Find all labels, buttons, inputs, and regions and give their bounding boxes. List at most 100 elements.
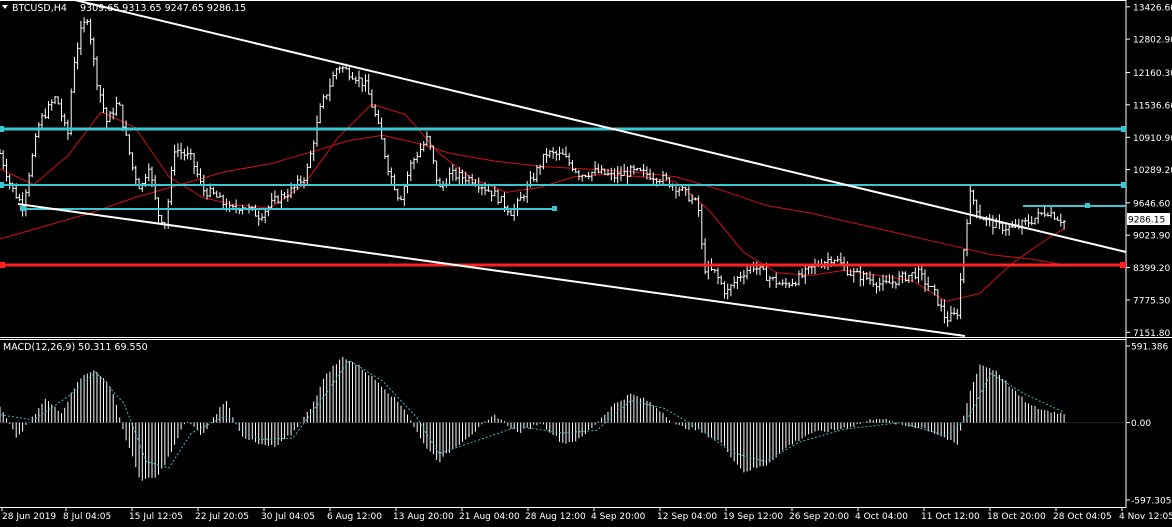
price-bar (163, 221, 167, 230)
segment-handle[interactable] (1085, 203, 1090, 208)
horizontal-levels[interactable] (0, 126, 1126, 268)
price-bar (451, 164, 455, 181)
time-tick-label: 12 Sep 04:00 (657, 512, 717, 522)
price-bar (34, 133, 38, 158)
price-bar (719, 275, 723, 285)
price-bar (930, 285, 933, 287)
time-tick-label: 18 Oct 20:00 (987, 512, 1046, 522)
price-bar (994, 217, 998, 229)
time-tick-label: 30 Jul 04:05 (261, 512, 315, 522)
price-bar (839, 252, 843, 264)
price-bar (820, 258, 823, 269)
segment-handle-right[interactable] (552, 206, 557, 211)
price-bar (561, 148, 565, 155)
price-bar (234, 199, 238, 214)
price-bar (661, 170, 665, 186)
price-bar (810, 266, 814, 274)
price-bar (729, 284, 733, 297)
price-bar (260, 213, 264, 222)
price-bar (955, 308, 959, 320)
price-bar (567, 153, 571, 166)
price-bar (1, 150, 5, 170)
trend-channel[interactable] (17, 0, 1127, 337)
price-bar (800, 268, 804, 279)
symbol-label: BTCUSD,H4 (12, 3, 67, 14)
macd-pane[interactable]: MACD(12,26,9) 50.311 69.550 (0, 342, 1126, 481)
price-bar (302, 177, 306, 189)
price-bar (205, 187, 209, 200)
price-bar (826, 252, 830, 270)
price-bar (875, 282, 878, 294)
price-bar (367, 73, 371, 95)
level-handle-left[interactable] (0, 126, 4, 132)
price-tick-label: 13426.60 (1133, 3, 1172, 13)
price-bar (406, 171, 409, 194)
level-handle-right[interactable] (1120, 262, 1126, 268)
price-bar (118, 102, 122, 106)
price-axis[interactable]: 13426.60 12802.90 12160.30 11536.60 10910.90… (1126, 3, 1172, 339)
price-bar (108, 111, 112, 123)
price-bar (221, 194, 225, 210)
price-bar (8, 174, 12, 190)
level-handle-right[interactable] (1121, 126, 1126, 132)
trendline-upper[interactable] (74, 0, 1127, 253)
level-handle-left[interactable] (0, 262, 5, 268)
price-bar (862, 270, 865, 286)
price-bar (538, 164, 542, 175)
price-tick-label: 7151.80 (1133, 329, 1170, 339)
price-bar (742, 270, 746, 285)
price-bar (321, 94, 325, 109)
price-bar (904, 271, 908, 282)
price-bar (266, 205, 270, 217)
price-bar (603, 168, 607, 176)
moving-average-slow-line (0, 134, 1065, 266)
price-bar (296, 175, 300, 190)
price-bar (739, 271, 743, 282)
price-bar (878, 277, 882, 292)
price-bar (325, 94, 329, 100)
price-bar (341, 66, 345, 73)
price-bar (571, 160, 574, 172)
trendline-lower[interactable] (17, 203, 966, 337)
segment-handle-left[interactable] (20, 206, 25, 211)
price-bar (910, 272, 914, 283)
price-bar (512, 203, 516, 221)
price-bar (212, 187, 215, 195)
price-bar (797, 270, 801, 286)
price-bar (496, 189, 500, 205)
price-bar (457, 167, 461, 185)
price-bar (852, 267, 856, 283)
price-tick-label: 7775.50 (1133, 297, 1170, 307)
dropdown-triangle-icon (2, 5, 8, 9)
level-handle-left[interactable] (0, 182, 4, 188)
price-bar (127, 134, 131, 156)
price-bar (428, 135, 432, 150)
price-bar (771, 276, 775, 281)
time-tick-label: 28 Jun 2019 (2, 512, 56, 522)
price-bar (794, 281, 798, 287)
macd-axis[interactable]: 591.386 0.00 -597.305 (1126, 343, 1171, 507)
price-bar (593, 161, 597, 176)
price-pane[interactable]: BTCUSD,H4 9309.65 9313.65 9247.65 9286.1… (0, 0, 1127, 337)
price-tick-label: 10289.20 (1133, 166, 1172, 176)
price-bar (790, 278, 794, 287)
price-bar (160, 215, 164, 224)
price-bar (102, 88, 105, 113)
price-bar (778, 281, 781, 285)
price-bar (1062, 219, 1066, 230)
price-bar (803, 265, 807, 284)
price-bar (263, 209, 267, 223)
price-bar (383, 138, 387, 159)
time-axis[interactable]: 28 Jun 2019 8 Jul 04:05 15 Jul 12:05 22 Jul… (1, 507, 1172, 522)
time-tick-label: 21 Aug 04:00 (459, 512, 520, 522)
price-bar (425, 131, 429, 146)
macd-signal-line (0, 359, 1065, 469)
price-bar (629, 165, 633, 177)
price-bar (558, 146, 561, 161)
level-handle-right[interactable] (1121, 182, 1126, 188)
price-bar (17, 193, 21, 202)
time-tick-label: 6 Aug 12:00 (327, 512, 382, 522)
price-bar (609, 167, 613, 181)
price-bar (968, 184, 972, 225)
